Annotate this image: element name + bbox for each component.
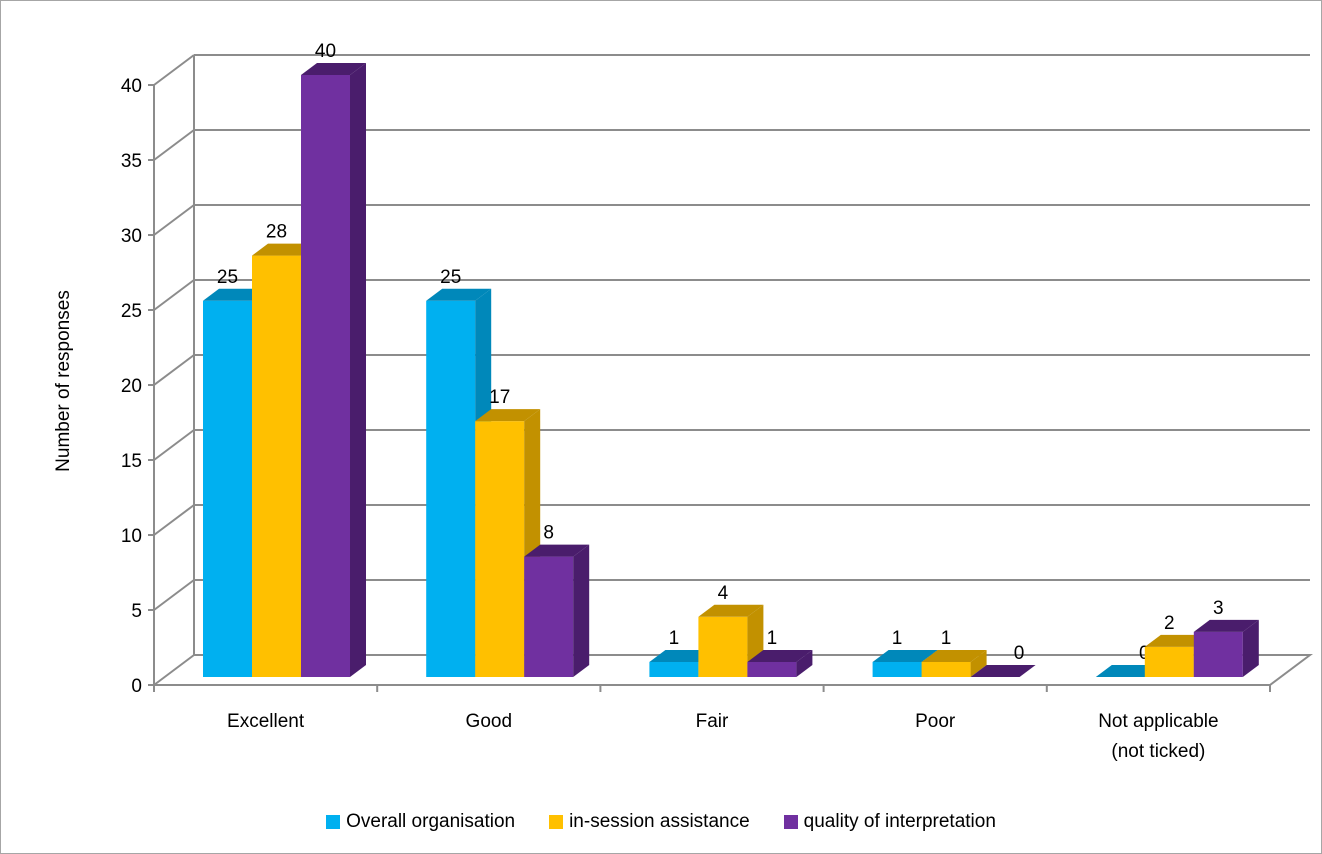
legend-label: Overall organisation — [346, 811, 516, 832]
data-label: 25 — [440, 267, 461, 288]
data-label: 40 — [315, 41, 336, 62]
bar — [252, 255, 301, 677]
bar-top — [649, 649, 715, 662]
y-tick-label: 35 — [121, 151, 142, 172]
gridline-diagonal — [153, 504, 195, 536]
gridline-diagonal — [153, 204, 195, 236]
x-tick-label: (not ticked) — [1111, 741, 1205, 762]
bar-top — [203, 288, 268, 301]
bar — [747, 661, 797, 677]
legend-swatch-overall-organisation — [326, 815, 341, 829]
bar-top — [698, 604, 764, 617]
bar-top — [1095, 665, 1161, 677]
x-tick-label: Not applicable — [1098, 711, 1218, 732]
bar — [301, 75, 350, 677]
bar-top — [970, 665, 1036, 677]
y-tick-label: 25 — [121, 301, 142, 322]
legend-swatch-quality-of-interpretation — [783, 815, 798, 829]
data-label: 25 — [217, 267, 238, 288]
legend-item-quality-of-interpretation: quality of interpretation — [783, 811, 996, 833]
bar-top — [252, 243, 317, 256]
bar — [1144, 646, 1194, 677]
gridline-diagonal — [153, 279, 195, 311]
bar — [524, 556, 574, 677]
gridline-diagonal — [153, 429, 195, 461]
bar-side — [970, 649, 987, 677]
data-label: 17 — [489, 387, 510, 408]
data-label: 4 — [718, 583, 729, 604]
y-tick-label: 30 — [121, 226, 142, 247]
bar-top — [475, 409, 541, 422]
data-label: 28 — [266, 222, 287, 243]
legend-label: in-session assistance — [569, 811, 750, 832]
legend-item-in-session-assistance: in-session assistance — [549, 811, 750, 833]
gridline-diagonal — [153, 654, 195, 686]
bar — [921, 661, 971, 677]
bar-top — [872, 649, 938, 662]
x-tick-label: Good — [466, 711, 512, 732]
bar-top — [426, 288, 492, 301]
bar-top — [1144, 634, 1210, 647]
legend-label: quality of interpretation — [803, 811, 996, 832]
gridline-diagonal — [153, 129, 195, 161]
bar-side — [573, 544, 590, 677]
bar-top — [921, 649, 987, 662]
x-tick-label: Excellent — [227, 711, 305, 732]
bar — [1193, 631, 1243, 677]
y-tick-label: 5 — [131, 601, 142, 622]
data-label: 1 — [941, 628, 952, 649]
data-label: 1 — [892, 628, 903, 649]
data-label: 8 — [543, 523, 554, 544]
bar — [698, 616, 748, 677]
data-label: 1 — [767, 628, 778, 649]
bar-top — [1193, 619, 1259, 632]
chart-legend: Overall organisation in-session assistan… — [0, 808, 1322, 836]
gridline-diagonal — [153, 54, 195, 86]
y-tick-label: 40 — [121, 76, 142, 97]
bar — [872, 661, 922, 677]
bar — [203, 300, 252, 677]
y-tick-label: 20 — [121, 376, 142, 397]
bar-side — [796, 649, 813, 677]
data-label: 0 — [1014, 643, 1025, 664]
bar — [426, 300, 476, 677]
gridline-diagonal — [153, 354, 195, 386]
legend-item-overall-organisation: Overall organisation — [326, 811, 515, 833]
bar — [475, 421, 525, 677]
legend-swatch-in-session-assistance — [549, 815, 564, 829]
bar-side — [1242, 619, 1259, 677]
bar-side — [350, 63, 366, 677]
y-tick-label: 10 — [121, 526, 142, 547]
y-tick-label: 15 — [121, 451, 142, 472]
gridline-diagonal — [153, 579, 195, 611]
data-label: 2 — [1164, 613, 1175, 634]
data-label: 1 — [669, 628, 680, 649]
bar-top — [747, 649, 813, 662]
bar — [649, 661, 699, 677]
x-tick-label: Fair — [696, 711, 729, 732]
bar-top — [524, 544, 590, 557]
y-axis-title: Number of responses — [53, 290, 74, 472]
bar-top — [301, 63, 366, 75]
x-tick-label: Poor — [915, 711, 956, 732]
data-label: 0 — [1139, 643, 1150, 664]
data-label: 3 — [1213, 598, 1224, 619]
y-tick-label: 0 — [131, 676, 142, 697]
